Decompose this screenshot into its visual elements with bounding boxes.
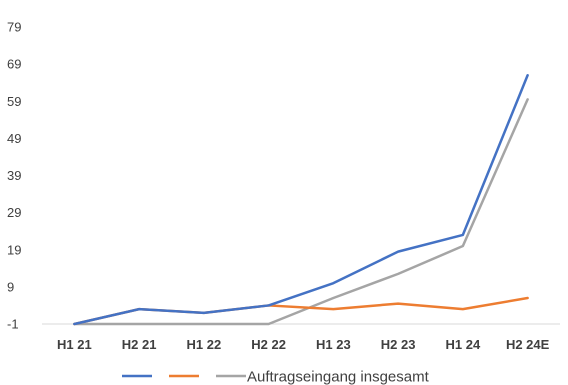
y-tick-label: 39 [7,168,21,183]
legend: Auftragseingang insgesamt [122,369,430,385]
x-tick-label: H2 24E [506,337,550,352]
series-line-3 [73,98,529,326]
legend-label-3: Auftragseingang insgesamt [247,369,430,385]
y-tick-label: 49 [7,131,21,146]
axis-layer: -1 9 19 29 39 49 59 69 79 H1 21 H2 21 H1 22 H2 22 H1 … [7,20,560,352]
y-tick-label: 9 [7,279,14,294]
x-tick-label: H1 22 [187,337,222,352]
y-tick-label: 19 [7,242,21,257]
x-tick-label: H1 24 [446,337,481,352]
series-line-1 [73,74,529,326]
y-tick-label: 29 [7,205,21,220]
x-tick-label: H2 21 [122,337,157,352]
x-tick-label: H2 23 [381,337,416,352]
x-tick-label: H1 23 [316,337,351,352]
x-tick-label: H1 21 [57,337,92,352]
y-tick-label: 79 [7,20,21,35]
y-tick-label: 69 [7,57,21,72]
y-tick-label: 59 [7,94,21,109]
series-layer [73,74,529,326]
y-tick-label: -1 [7,317,19,332]
x-tick-label: H2 22 [251,337,286,352]
